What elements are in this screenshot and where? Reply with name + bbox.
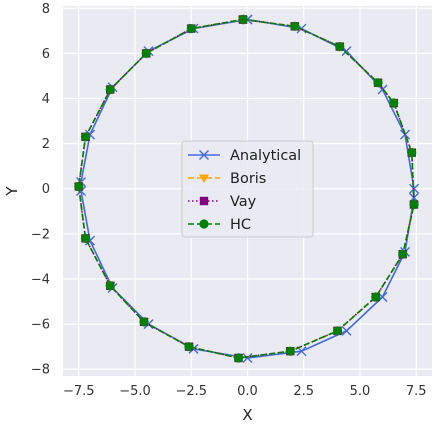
data-point-hc: [371, 292, 381, 302]
data-point-hc: [290, 21, 300, 31]
legend-label-hc: HC: [230, 217, 251, 233]
legend-marker-analytical: [199, 150, 209, 160]
data-point-hc: [74, 181, 84, 192]
legend-marker-vay: [199, 196, 209, 206]
data-point-hc: [233, 353, 244, 363]
data-point-hc: [186, 23, 196, 34]
data-point-hc: [389, 98, 399, 108]
legend-marker-boris: [199, 174, 209, 183]
data-point-hc: [141, 48, 151, 58]
y-tick-label: 2: [42, 137, 50, 152]
data-point-hc: [335, 42, 345, 52]
x-tick-label: −7.5: [63, 384, 95, 399]
x-tick-label: −2.5: [175, 384, 207, 399]
legend-box: [181, 140, 314, 238]
y-tick-label: −6: [31, 318, 50, 333]
data-point-hc: [238, 14, 248, 25]
data-point-hc: [373, 78, 383, 88]
data-point-hc: [105, 281, 115, 291]
x-axis: −7.5 −5.0 −2.5 0.0 2.5 5.0 7.5: [63, 384, 427, 399]
data-point-hc: [285, 346, 295, 356]
series-hc: [74, 14, 419, 363]
y-tick-label: −4: [31, 272, 50, 287]
data-point-hc: [407, 148, 417, 158]
data-point-hc: [184, 342, 194, 352]
data-point-hc: [80, 132, 91, 142]
y-tick-label: 8: [42, 2, 50, 17]
legend-label-boris: Boris: [230, 171, 266, 187]
y-tick-label: 0: [42, 182, 50, 197]
y-tick-label: 4: [42, 92, 50, 107]
x-tick-label: 0.0: [237, 384, 258, 399]
series-analytical: [76, 14, 419, 363]
x-axis-label: X: [242, 406, 252, 424]
data-point-analytical: [242, 352, 253, 363]
x-tick-label: 7.5: [406, 384, 427, 399]
y-axis-label: Y: [3, 186, 21, 197]
data-point-hc: [80, 233, 91, 243]
series-line-hc: [77, 18, 415, 359]
data-point-hc: [409, 199, 419, 210]
data-point-hc: [332, 326, 343, 336]
legend-marker-hc: [199, 219, 209, 229]
data-point-hc: [398, 249, 408, 259]
data-point-analytical: [341, 325, 352, 336]
y-tick-label: 6: [42, 47, 50, 62]
y-tick-label: −8: [31, 363, 50, 378]
legend-label-analytical: Analytical: [230, 148, 301, 164]
x-tick-label: 5.0: [350, 384, 371, 399]
y-tick-label: −2: [31, 227, 50, 242]
data-point-hc: [105, 84, 115, 95]
data-point-hc: [139, 317, 149, 327]
series-layer: [73, 14, 419, 363]
x-tick-label: 2.5: [293, 384, 314, 399]
legend-label-vay: Vay: [230, 194, 257, 210]
legend: Analytical Boris Vay HC: [181, 140, 314, 238]
y-axis: −8 −6 −4 −2 0 2 4 6 8: [31, 2, 50, 378]
x-tick-label: −5.0: [119, 384, 151, 399]
